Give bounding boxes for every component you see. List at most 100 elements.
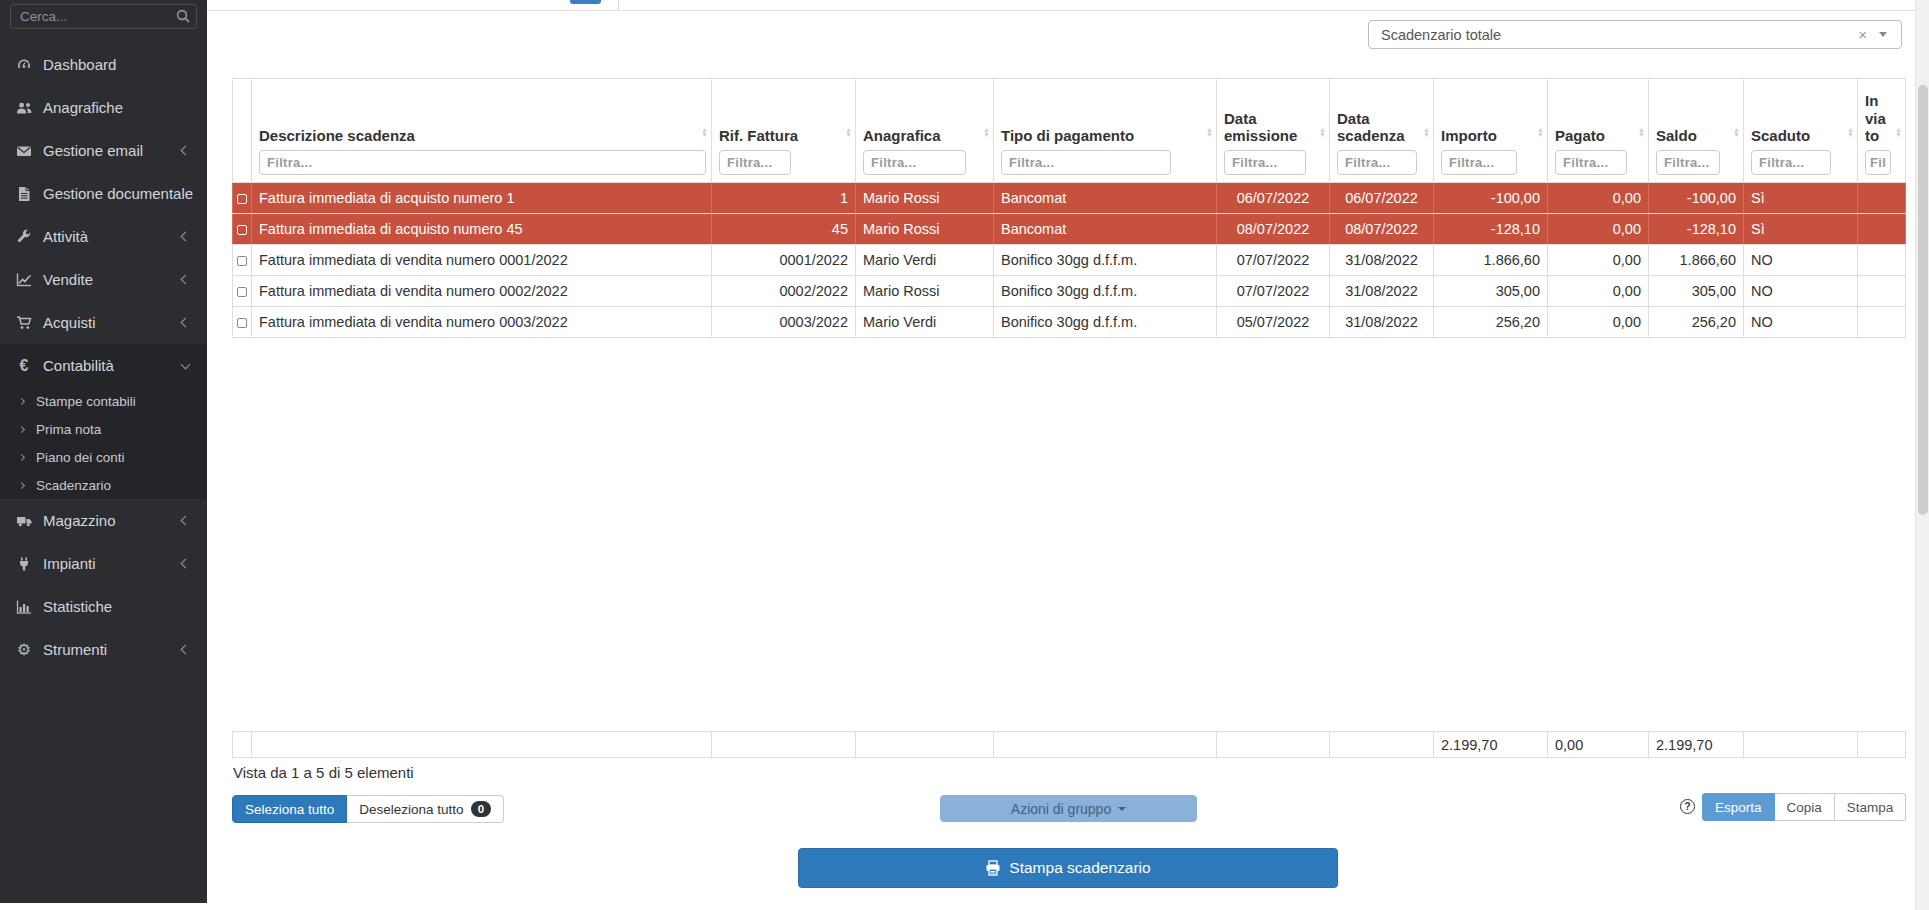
sort-icon[interactable]: ▲▼: [983, 127, 990, 138]
filter-pagato-input[interactable]: [1555, 150, 1627, 175]
sidebar-item-strumenti[interactable]: ⚙ Strumenti: [0, 628, 207, 671]
chevron-left-icon: [181, 275, 191, 285]
table-row[interactable]: Fattura immediata di vendita numero 0002…: [233, 276, 1906, 307]
deselect-all-button[interactable]: Deseleziona tutto 0: [347, 795, 504, 823]
row-checkbox[interactable]: [237, 256, 247, 266]
sidebar-item-acquisti[interactable]: Acquisti: [0, 301, 207, 344]
sidebar-item-label: Strumenti: [43, 641, 107, 658]
row-checkbox[interactable]: [237, 287, 247, 297]
filter-emissione-input[interactable]: [1224, 150, 1306, 175]
totals-cell: [712, 732, 856, 758]
chevron-right-icon: [18, 397, 25, 404]
table-row[interactable]: Fattura immediata di acquisto numero 45 …: [233, 214, 1906, 245]
sort-icon[interactable]: ▲▼: [1847, 127, 1854, 138]
filter-scadenza-input[interactable]: [1337, 150, 1417, 175]
scadenzario-scope-select[interactable]: Scadenzario totale ×: [1368, 20, 1902, 49]
sort-icon[interactable]: ▲▼: [1206, 127, 1213, 138]
truck-icon: [13, 512, 35, 529]
filter-importo-input[interactable]: [1441, 150, 1517, 175]
vertical-scrollbar[interactable]: [1915, 0, 1929, 910]
filter-inviato-input[interactable]: [1865, 150, 1891, 175]
header-pagato[interactable]: Pagato ▲▼: [1548, 79, 1649, 183]
header-data-emissione[interactable]: Data emissione ▲▼: [1217, 79, 1330, 183]
header-scaduto[interactable]: Scaduto ▲▼: [1744, 79, 1858, 183]
filter-tipo-input[interactable]: [1001, 150, 1171, 175]
sort-icon[interactable]: ▲▼: [1733, 127, 1740, 138]
filter-saldo-input[interactable]: [1656, 150, 1720, 175]
sidebar-item-dashboard[interactable]: Dashboard: [0, 43, 207, 86]
header-saldo[interactable]: Saldo ▲▼: [1649, 79, 1744, 183]
cell-pagato: 0,00: [1548, 307, 1649, 338]
clear-selection-icon[interactable]: ×: [1846, 26, 1879, 43]
app-window: Dashboard Anagrafiche Gestione email Ges…: [0, 0, 1929, 910]
sidebar-item-contabilita[interactable]: € Contabilità: [0, 344, 207, 387]
sidebar-item-statistiche[interactable]: Statistiche: [0, 585, 207, 628]
header-anagrafica[interactable]: Anagrafica ▲▼: [856, 79, 994, 183]
header-select-column: [233, 79, 252, 183]
sort-icon[interactable]: ▲▼: [1537, 127, 1544, 138]
cell-importo: 1.866,60: [1434, 245, 1548, 276]
sidebar-subitem-label: Scadenzario: [36, 478, 111, 493]
sidebar-item-gestione-email[interactable]: Gestione email: [0, 129, 207, 172]
sort-icon[interactable]: ▲▼: [1638, 127, 1645, 138]
table-row[interactable]: Fattura immediata di vendita numero 0001…: [233, 245, 1906, 276]
copy-button[interactable]: Copia: [1775, 793, 1835, 821]
column-label: Data scadenza: [1337, 110, 1428, 145]
sort-icon[interactable]: ▲▼: [1319, 127, 1326, 138]
sort-icon[interactable]: ▲▼: [1895, 127, 1902, 138]
table-row[interactable]: Fattura immediata di vendita numero 0003…: [233, 307, 1906, 338]
sidebar-item-attivita[interactable]: Attività: [0, 215, 207, 258]
filter-anagrafica-input[interactable]: [863, 150, 966, 175]
cell-data-emissione: 08/07/2022: [1217, 214, 1330, 245]
export-button[interactable]: Esporta: [1702, 793, 1775, 821]
active-tab-indicator: [570, 0, 601, 4]
filter-rif-input[interactable]: [719, 150, 791, 175]
sidebar-item-vendite[interactable]: Vendite: [0, 258, 207, 301]
search-icon[interactable]: [176, 9, 190, 27]
chevron-left-icon: [181, 146, 191, 156]
sidebar-item-piano-dei-conti[interactable]: Piano dei conti: [0, 443, 207, 471]
chevron-down-icon[interactable]: [1879, 32, 1887, 37]
sidebar-item-magazzino[interactable]: Magazzino: [0, 499, 207, 542]
sidebar-item-prima-nota[interactable]: Prima nota: [0, 415, 207, 443]
sort-icon[interactable]: ▲▼: [845, 127, 852, 138]
scrollbar-thumb[interactable]: [1918, 85, 1928, 515]
row-checkbox[interactable]: [237, 225, 247, 235]
cell-descrizione: Fattura immediata di acquisto numero 1: [252, 183, 712, 214]
header-descrizione[interactable]: Descrizione scadenza ▲▼: [252, 79, 712, 183]
cell-data-emissione: 05/07/2022: [1217, 307, 1330, 338]
header-tipo-pagamento[interactable]: Tipo di pagamento ▲▼: [994, 79, 1217, 183]
print-schedule-button[interactable]: Stampa scadenzario: [798, 848, 1338, 888]
sidebar-subitem-label: Stampe contabili: [36, 394, 136, 409]
sort-icon[interactable]: ▲▼: [701, 127, 708, 138]
sidebar-item-anagrafiche[interactable]: Anagrafiche: [0, 86, 207, 129]
cell-scaduto: Sì: [1744, 214, 1858, 245]
sort-icon[interactable]: ▲▼: [1423, 127, 1430, 138]
table-row[interactable]: Fattura immediata di acquisto numero 1 1…: [233, 183, 1906, 214]
filter-descrizione-input[interactable]: [259, 150, 706, 175]
header-importo[interactable]: Importo ▲▼: [1434, 79, 1548, 183]
row-select-cell: [233, 307, 252, 338]
row-checkbox[interactable]: [237, 318, 247, 328]
cell-anagrafica: Mario Rossi: [856, 276, 994, 307]
totals-cell: [856, 732, 994, 758]
cell-anagrafica: Mario Verdi: [856, 307, 994, 338]
sidebar-item-label: Attività: [43, 228, 88, 245]
header-rif-fattura[interactable]: Rif. Fattura ▲▼: [712, 79, 856, 183]
search-input[interactable]: [10, 4, 197, 29]
row-checkbox[interactable]: [237, 194, 247, 204]
sidebar-item-stampe-contabili[interactable]: Stampe contabili: [0, 387, 207, 415]
print-button[interactable]: Stampa: [1835, 793, 1907, 821]
sidebar-item-impianti[interactable]: Impianti: [0, 542, 207, 585]
header-data-scadenza[interactable]: Data scadenza ▲▼: [1330, 79, 1434, 183]
select-all-button[interactable]: Seleziona tutto: [232, 795, 347, 823]
sidebar-item-gestione-documentale[interactable]: Gestione documentale: [0, 172, 207, 215]
totals-cell: [233, 732, 252, 758]
sidebar-item-scadenzario[interactable]: Scadenzario: [0, 471, 207, 499]
group-actions-button[interactable]: Azioni di gruppo: [940, 795, 1197, 822]
header-inviato[interactable]: Inviato ▲▼: [1858, 79, 1906, 183]
filter-scaduto-input[interactable]: [1751, 150, 1831, 175]
column-label: Descrizione scadenza: [259, 127, 706, 144]
help-icon[interactable]: ?: [1680, 799, 1695, 814]
print-schedule-label: Stampa scadenzario: [1009, 859, 1150, 877]
